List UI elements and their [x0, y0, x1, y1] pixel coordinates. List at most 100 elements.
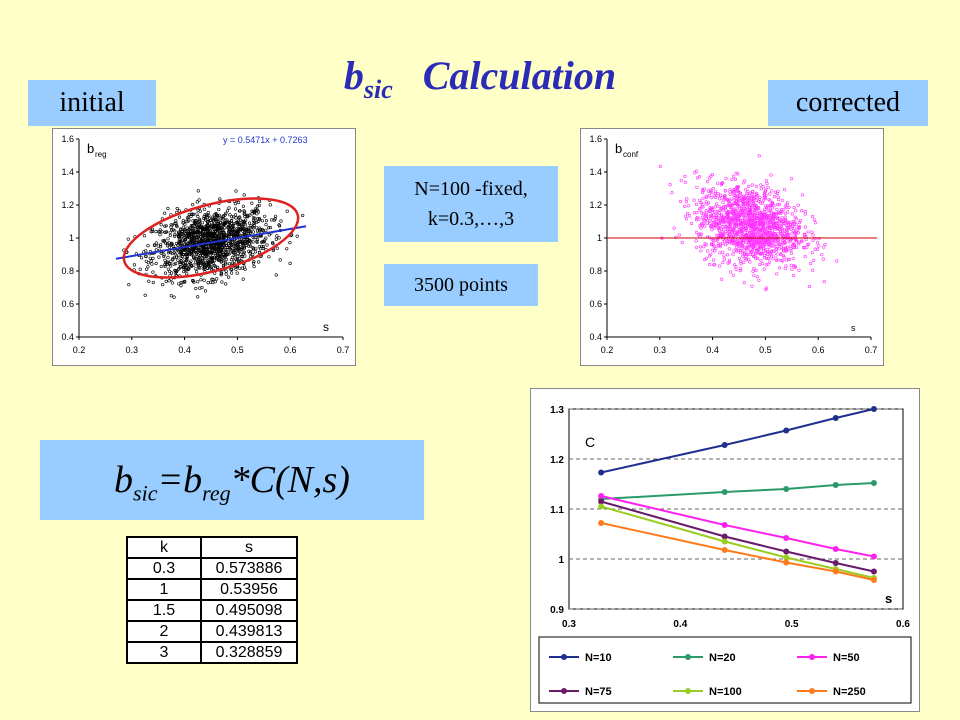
- data-point: [735, 210, 739, 215]
- data-point: [248, 251, 252, 255]
- data-point: [792, 264, 796, 268]
- data-point: [781, 219, 785, 224]
- data-point: [694, 245, 699, 249]
- data-point: [711, 186, 715, 191]
- series-point: [598, 520, 605, 526]
- data-point: [278, 224, 282, 228]
- data-point: [751, 203, 755, 207]
- data-point: [179, 284, 183, 288]
- data-point: [709, 207, 713, 212]
- data-point: [235, 233, 239, 237]
- data-point: [753, 220, 757, 224]
- data-point: [206, 262, 210, 267]
- data-point: [766, 252, 770, 257]
- data-point: [733, 202, 737, 206]
- data-point: [797, 225, 801, 229]
- data-point: [784, 218, 788, 222]
- data-point: [225, 247, 229, 252]
- data-point: [811, 238, 815, 242]
- data-point: [194, 252, 198, 256]
- data-point: [198, 254, 202, 258]
- data-point: [301, 213, 305, 218]
- data-point: [257, 226, 261, 230]
- x-tick-label: 0.3: [126, 345, 139, 355]
- data-point: [257, 245, 261, 249]
- data-point: [726, 253, 730, 257]
- data-point: [196, 214, 200, 219]
- data-point: [784, 248, 788, 252]
- data-point: [746, 214, 750, 218]
- data-point: [206, 227, 210, 231]
- data-point: [169, 225, 173, 229]
- data-point: [752, 254, 756, 258]
- data-point: [242, 232, 246, 236]
- data-point: [288, 261, 292, 265]
- data-point: [768, 208, 772, 212]
- data-point: [215, 251, 219, 256]
- data-point: [767, 225, 771, 229]
- data-point: [668, 182, 672, 187]
- data-point: [181, 218, 185, 223]
- data-point: [216, 221, 220, 226]
- x-tick-label: 0.6: [812, 345, 825, 355]
- data-point: [699, 223, 703, 227]
- data-point: [271, 241, 275, 246]
- data-point: [285, 209, 289, 213]
- data-point: [765, 209, 769, 213]
- data-point: [228, 241, 233, 246]
- data-point: [709, 196, 713, 200]
- data-point: [780, 216, 784, 220]
- data-point: [212, 223, 216, 227]
- data-point: [709, 242, 714, 246]
- data-point: [763, 231, 767, 235]
- data-point: [735, 230, 739, 234]
- data-point: [732, 188, 736, 192]
- data-point: [218, 251, 222, 255]
- data-point: [798, 218, 802, 223]
- data-point: [771, 249, 775, 253]
- data-point: [728, 203, 733, 208]
- data-point: [722, 257, 726, 261]
- data-point: [247, 221, 252, 225]
- data-point: [716, 243, 720, 248]
- data-point: [225, 218, 229, 222]
- data-point: [247, 226, 251, 230]
- data-point: [752, 242, 756, 246]
- data-point: [257, 199, 262, 203]
- data-point: [169, 259, 173, 263]
- data-point: [782, 255, 786, 259]
- data-point: [764, 288, 768, 292]
- data-point: [149, 259, 153, 263]
- data-point: [177, 236, 181, 241]
- data-point: [756, 225, 760, 229]
- data-point: [795, 245, 799, 249]
- data-point: [783, 215, 787, 219]
- data-point: [741, 239, 745, 243]
- data-point: [177, 253, 181, 257]
- data-point: [742, 260, 746, 264]
- data-point: [752, 225, 756, 229]
- data-point: [784, 211, 788, 215]
- data-point: [744, 188, 748, 192]
- data-point: [782, 207, 786, 212]
- data-point: [237, 257, 241, 261]
- data-point: [169, 294, 173, 298]
- data-point: [708, 219, 712, 223]
- data-point: [761, 198, 765, 202]
- table-header-row: k s: [126, 536, 298, 559]
- data-point: [240, 266, 244, 270]
- data-point: [762, 246, 766, 251]
- data-point: [256, 217, 260, 221]
- data-point: [755, 256, 760, 260]
- data-point: [200, 231, 204, 235]
- data-point: [149, 230, 153, 234]
- data-point: [240, 246, 244, 250]
- data-point: [740, 219, 744, 223]
- data-point: [206, 235, 210, 240]
- data-point: [741, 228, 745, 232]
- data-point: [196, 295, 200, 299]
- data-point: [251, 246, 255, 250]
- data-point: [731, 211, 735, 215]
- data-point: [718, 197, 722, 201]
- data-point: [748, 193, 752, 197]
